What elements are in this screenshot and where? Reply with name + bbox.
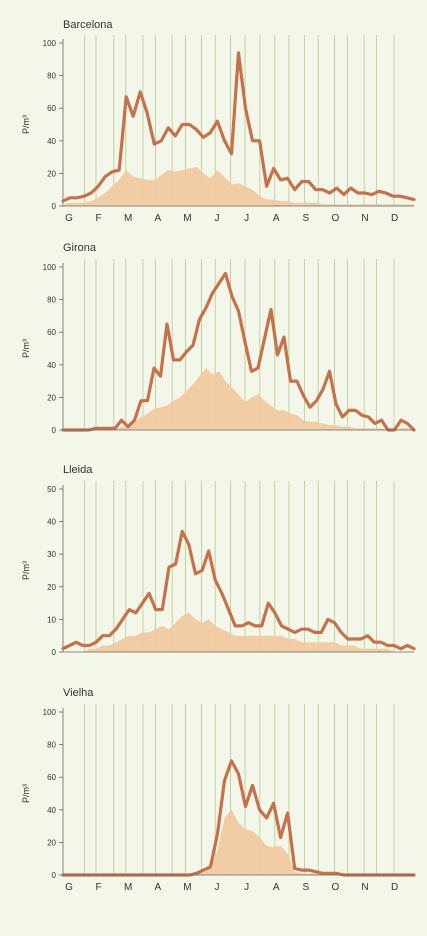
month-label: S <box>302 213 309 224</box>
y-tick-label: 20 <box>47 169 56 178</box>
month-label: M <box>183 213 191 224</box>
month-label: O <box>332 213 340 224</box>
month-label: M <box>183 882 191 893</box>
month-label: M <box>124 882 132 893</box>
month-label: F <box>96 882 102 893</box>
panel-title: Lleida <box>63 464 93 476</box>
month-label: G <box>65 882 73 893</box>
month-label: F <box>96 213 102 224</box>
y-tick-label: 80 <box>47 72 56 81</box>
y-tick-label: 80 <box>47 741 56 750</box>
area-series <box>63 809 414 875</box>
y-tick-label: 0 <box>52 648 57 657</box>
y-tick-label: 50 <box>47 485 56 494</box>
month-label: N <box>361 882 368 893</box>
month-label: J <box>244 882 249 893</box>
y-tick-label: 60 <box>47 773 56 782</box>
month-label: A <box>273 213 280 224</box>
y-tick-label: 0 <box>52 202 57 211</box>
y-tick-label: 20 <box>47 583 56 592</box>
y-axis-label: P/m³ <box>21 115 31 134</box>
y-tick-label: 60 <box>47 104 56 113</box>
month-label: A <box>154 213 161 224</box>
y-tick-label: 30 <box>47 550 56 559</box>
month-label: J <box>244 213 249 224</box>
area-series <box>63 368 414 430</box>
line-series <box>61 51 416 203</box>
y-tick-label: 60 <box>47 328 56 337</box>
month-label: O <box>332 882 340 893</box>
y-tick-label: 0 <box>52 426 57 435</box>
line-series <box>61 529 416 651</box>
y-axis-label: P/m³ <box>21 561 31 580</box>
month-label: S <box>302 882 309 893</box>
month-label: A <box>154 882 161 893</box>
panel-title: Barcelona <box>63 19 113 31</box>
area-series <box>63 166 414 206</box>
y-tick-label: 20 <box>47 838 56 847</box>
month-label: G <box>65 213 73 224</box>
y-tick-label: 80 <box>47 296 56 305</box>
y-tick-label: 20 <box>47 393 56 402</box>
panel-title: Vielha <box>63 687 94 699</box>
month-label: J <box>215 882 220 893</box>
month-label: D <box>391 882 398 893</box>
y-axis-label: P/m³ <box>21 339 31 358</box>
y-axis-label: P/m³ <box>21 784 31 803</box>
y-tick-label: 40 <box>47 137 56 146</box>
y-tick-label: 100 <box>43 263 57 272</box>
month-label: M <box>124 213 132 224</box>
month-label: D <box>391 213 398 224</box>
panel-title: Girona <box>63 242 97 254</box>
month-label: A <box>273 882 280 893</box>
y-tick-label: 40 <box>47 806 56 815</box>
month-label: N <box>361 213 368 224</box>
y-tick-label: 100 <box>43 708 57 717</box>
y-tick-label: 100 <box>43 39 57 48</box>
y-tick-label: 10 <box>47 615 56 624</box>
area-series <box>63 612 414 652</box>
y-tick-label: 0 <box>52 871 57 880</box>
line-series <box>61 271 416 432</box>
y-tick-label: 40 <box>47 361 56 370</box>
y-tick-label: 40 <box>47 518 56 527</box>
month-label: J <box>215 213 220 224</box>
